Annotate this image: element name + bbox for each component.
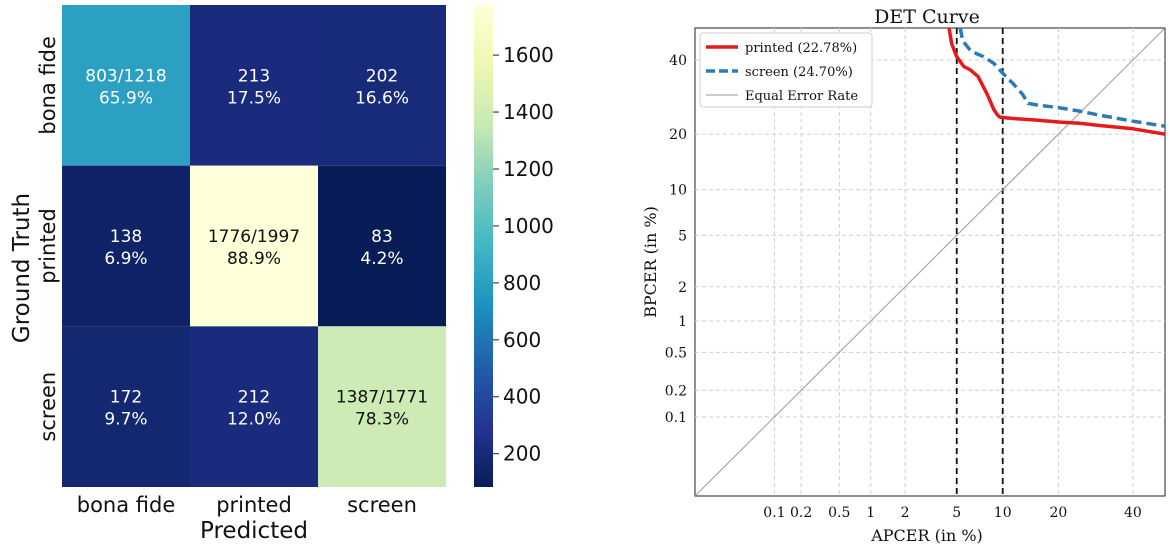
det-x-tick-label: 1 [866,505,875,521]
cell-percent-label: 12.0% [227,410,281,430]
heatmap-cell [190,326,318,488]
colorbar-tick-label: 1600 [503,43,554,67]
colorbar-tick-label: 1000 [503,214,554,238]
heatmap-cell [318,326,446,488]
det-x-tick-label: 0.1 [763,505,785,521]
cell-percent-label: 16.6% [355,88,409,108]
colorbar-gradient [474,5,493,487]
heatmap-cell [190,5,318,166]
det-y-tick-label: 0.5 [665,345,687,361]
cell-percent-label: 17.5% [227,88,281,108]
heatmap-y-tick-label: bona fide [36,36,60,135]
cell-count-label: 1776/1997 [208,227,300,247]
det-x-axis-label: APCER (in %) [870,526,983,545]
cell-count-label: 83 [371,227,393,247]
det-x-tick-label: 20 [1050,505,1068,521]
colorbar-tick-label: 400 [503,385,541,409]
det-y-tick-label: 2 [678,280,687,296]
cell-count-label: 803/1218 [85,66,166,86]
det-y-tick-label: 0.2 [665,383,687,399]
heatmap-cell [318,5,446,166]
cell-percent-label: 88.9% [227,249,281,269]
heatmap-y-tick-label: screen [36,372,60,442]
det-x-tick-label: 10 [994,505,1012,521]
screen-series-line [958,28,1165,128]
det-chart: DET Curve 0.1 0.2 0.5 1 2 5 10 20 40 0.1 0.2 0.5 1 2 5… [641,6,1166,545]
det-lines [695,28,1165,496]
heatmap-x-tick-label: screen [347,493,417,517]
det-y-tick-label: 1 [678,314,687,330]
legend-box [699,32,873,108]
colorbar-tick-label: 1200 [503,157,554,181]
det-x-tick-label: 2 [901,505,910,521]
cell-count-label: 212 [238,388,270,408]
colorbar-tick-label: 200 [503,442,541,466]
det-y-tick-label: 40 [669,53,687,69]
heatmap-y-axis-label: Ground Truth [9,193,35,343]
colorbar-ticks: 200 400 600 800 1000 1200 1400 1600 [493,43,554,466]
colorbar-tick-label: 800 [503,271,541,295]
heatmap-cell [62,165,190,327]
det-y-axis-label: BPCER (in %) [641,206,660,318]
legend-label: printed (22.78%) [745,41,857,56]
cell-count-label: 138 [110,227,142,247]
det-y-tick-label: 20 [669,127,687,143]
cell-percent-label: 78.3% [355,410,409,430]
heatmap-x-tick-label: bona fide [77,493,176,517]
det-y-tick-label: 0.1 [665,410,687,426]
det-x-tick-label: 0.2 [790,505,812,521]
heatmap-y-tick-label: printed [36,208,60,284]
det-x-tick-label: 5 [952,505,961,521]
cell-percent-label: 6.9% [104,249,147,269]
heatmap-x-axis-label: Predicted [200,518,308,544]
det-ticks: 0.1 0.2 0.5 1 2 5 10 20 40 0.1 0.2 0.5 1 2 5 10 20 40 [665,53,1142,521]
heatmap-x-tick-label: printed [216,493,292,517]
heatmap-cell [62,5,190,166]
cell-count-label: 1387/1771 [336,388,428,408]
legend-label: Equal Error Rate [745,89,858,104]
heatmap-cell [190,165,318,327]
cell-percent-label: 4.2% [360,249,403,269]
det-title: DET Curve [874,6,980,28]
cell-count-label: 172 [110,388,142,408]
cell-count-label: 202 [366,66,398,86]
eer-line [695,28,1165,496]
cell-percent-label: 65.9% [99,88,153,108]
cell-count-label: 213 [238,66,270,86]
det-x-tick-label: 40 [1124,505,1142,521]
colorbar-tick-label: 600 [503,328,541,352]
det-y-tick-label: 10 [669,183,687,199]
det-legend: printed (22.78%) screen (24.70%) Equal Err… [699,32,873,108]
printed-series-line [947,28,1165,136]
det-x-tick-label: 0.5 [828,505,850,521]
det-y-tick-label: 5 [678,228,687,244]
colorbar-tick-label: 1400 [503,100,554,124]
heatmap-cell [62,326,190,488]
legend-label: screen (24.70%) [745,65,853,80]
cell-percent-label: 9.7% [104,410,147,430]
colorbar: 200 400 600 800 1000 1200 1400 1600 [474,5,554,487]
heatmap-cell [318,165,446,327]
